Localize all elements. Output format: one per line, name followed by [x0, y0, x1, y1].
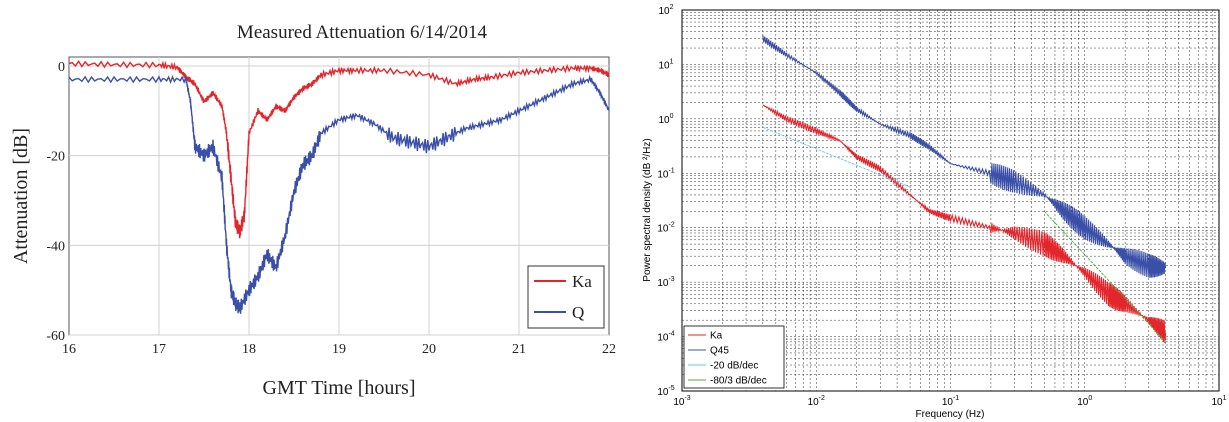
x-tick-labels: 10-3 10-2 10-1 100 101 — [673, 395, 1226, 408]
y-tick-label: 10-3 — [657, 276, 674, 289]
psd-chart: 10-3 10-2 10-1 100 101 10-510-410-310-210-11… — [642, 4, 1227, 420]
x-tick-label: 10-3 — [673, 395, 690, 408]
y-tick-label: 102 — [658, 4, 673, 17]
legend: Ka Q45 -20 dB/dec -80/3 dB/dec — [683, 325, 785, 389]
x-tick-label: 101 — [1211, 395, 1226, 408]
x-axis-label: Frequency (Hz) — [916, 409, 985, 420]
series-line-ka — [68, 60, 610, 239]
series-line-2 — [762, 126, 911, 188]
series-line-q — [68, 74, 610, 314]
y-tick-label: -20 — [46, 150, 65, 165]
y-tick-label: 10-1 — [657, 167, 674, 180]
y-tick-label: 0 — [58, 60, 65, 75]
legend: Ka Q — [527, 265, 605, 329]
x-tick-labels: 16 17 18 19 20 21 22 — [62, 342, 616, 357]
series-lines — [68, 60, 610, 314]
series-line-1 — [762, 35, 1167, 278]
x-tick-label: 22 — [602, 342, 616, 357]
series-lines — [762, 35, 1167, 344]
legend-label: Q45 — [710, 346, 729, 357]
series-line-0 — [762, 104, 1167, 344]
series-line-3 — [1043, 210, 1166, 343]
y-axis-label: Attenuation [dB] — [10, 128, 32, 264]
y-axis-label: Power spectral density (dB ²/Hz) — [642, 138, 653, 281]
y-tick-labels: 0 -20 -40 -60 — [46, 60, 65, 344]
y-tick-label: 10-5 — [657, 385, 674, 398]
attenuation-chart: Measured Attenuation 6/14/2014 16 17 18 19 2… — [10, 22, 616, 399]
x-axis-label: GMT Time [hours] — [263, 377, 416, 399]
y-tick-labels: 10-5 10-4 10-3 10-2 10-1 100 101 102 — [657, 4, 674, 398]
legend-label-ka: Ka — [572, 272, 592, 291]
x-tick-label: 10-1 — [942, 395, 959, 408]
x-tick-label: 21 — [512, 342, 526, 357]
y-tick-label: -40 — [46, 239, 65, 254]
y-tick-label: 100 — [658, 113, 673, 126]
legend-label: -80/3 dB/dec — [710, 376, 767, 387]
x-tick-label: 20 — [422, 342, 436, 357]
y-tick-label: -60 — [46, 329, 65, 344]
legend-label-q: Q — [572, 303, 584, 322]
x-tick-label: 16 — [62, 342, 76, 357]
x-tick-label: 100 — [1077, 395, 1092, 408]
legend-box — [527, 265, 605, 329]
chart-title: Measured Attenuation 6/14/2014 — [237, 22, 488, 43]
y-tick-label: 10-2 — [657, 222, 674, 235]
grid-lines — [69, 57, 609, 336]
x-tick-label: 17 — [152, 342, 166, 357]
legend-box — [683, 325, 785, 389]
y-tick-label: 10-4 — [657, 331, 674, 344]
y-tick-label: 101 — [658, 58, 673, 71]
legend-label: Ka — [710, 331, 723, 342]
x-tick-label: 19 — [332, 342, 346, 357]
x-tick-label: 10-2 — [808, 395, 825, 408]
x-tick-label: 18 — [242, 342, 256, 357]
legend-label: -20 dB/dec — [710, 361, 758, 372]
